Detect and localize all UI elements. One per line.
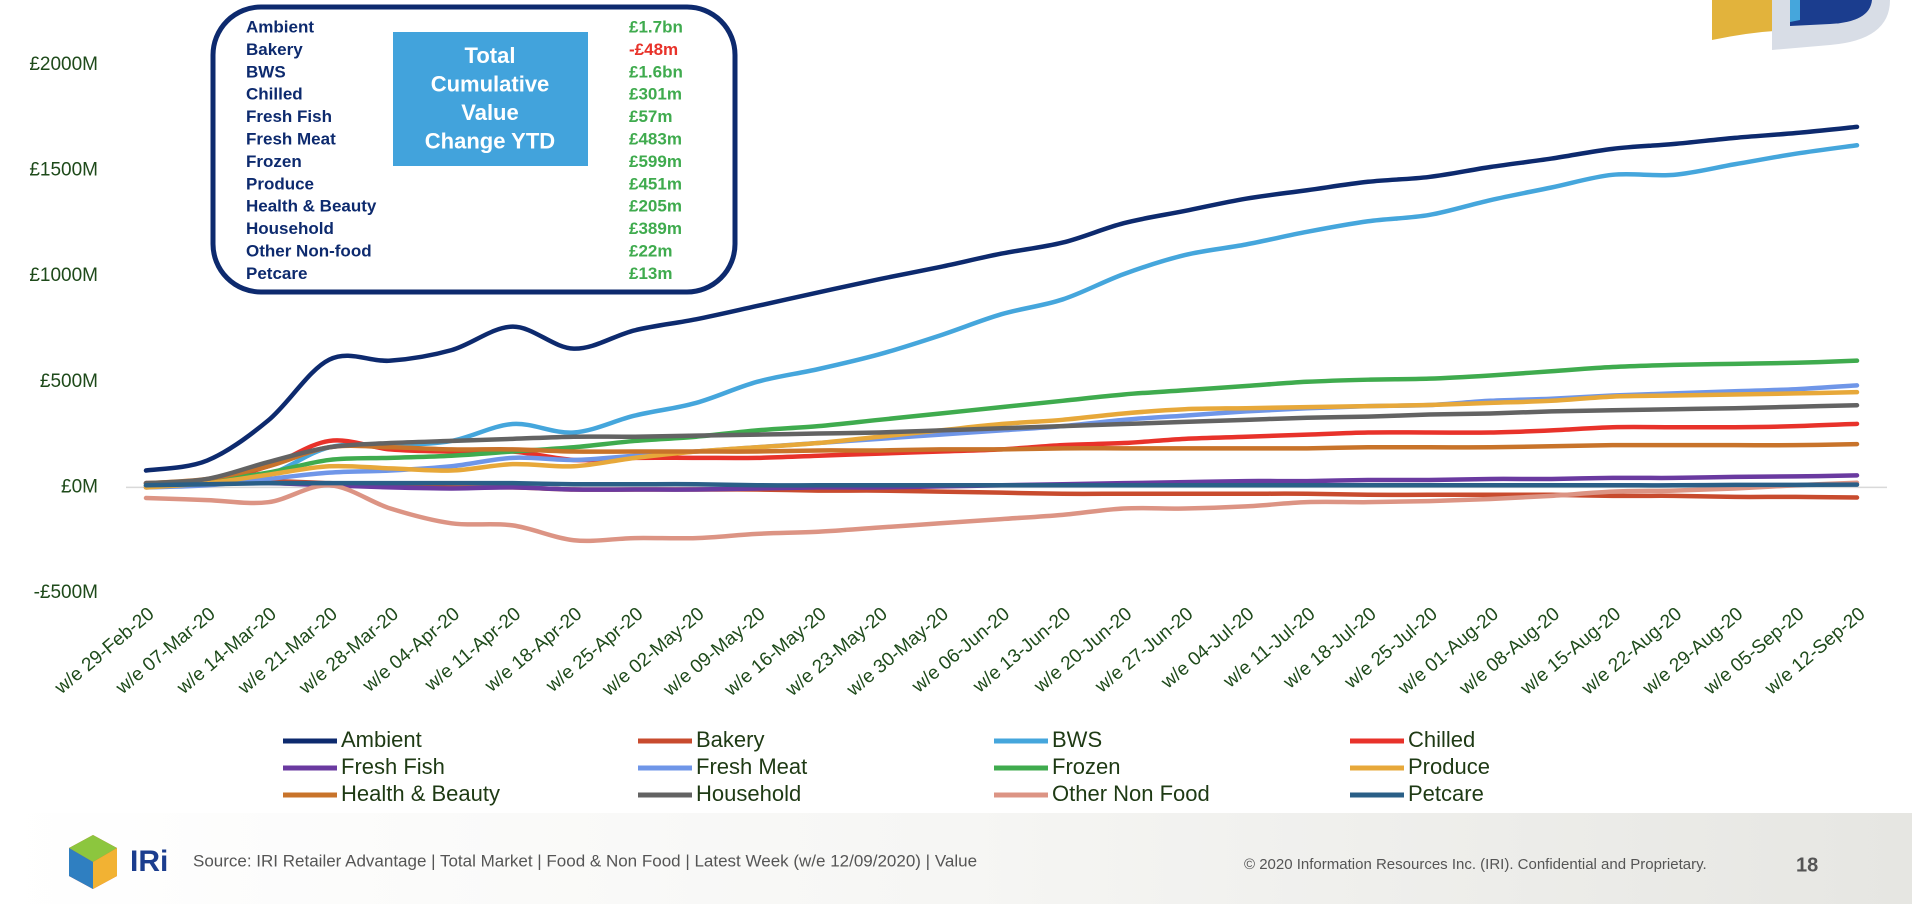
legend-label: Petcare: [1408, 781, 1484, 806]
legend-label: Fresh Fish: [341, 754, 445, 779]
summary-label: Fresh Fish: [246, 107, 332, 126]
summary-value: £1.7bn: [629, 17, 683, 36]
summary-title: Total: [465, 43, 516, 68]
corner-decoration: [1712, 0, 1890, 50]
page-number: 18: [1796, 854, 1818, 876]
legend-label: Household: [696, 781, 801, 806]
legend-label: Fresh Meat: [696, 754, 807, 779]
summary-value: -£48m: [629, 40, 678, 59]
summary-title: Change YTD: [425, 128, 555, 153]
legend-label: Chilled: [1408, 727, 1475, 752]
x-tick-label: w/e 23-May-20: [781, 604, 892, 702]
series-line: [143, 124, 1860, 473]
legend-label: Frozen: [1052, 754, 1120, 779]
series-line: [143, 402, 1860, 486]
legend-label: Bakery: [696, 727, 764, 752]
summary-value: £301m: [629, 85, 682, 104]
summary-title: Value: [461, 100, 518, 125]
summary-label: Other Non-food: [246, 241, 372, 260]
x-tick-label: w/e 30-May-20: [842, 604, 953, 702]
summary-label: Household: [246, 219, 334, 238]
series-line: [143, 480, 1860, 544]
copyright: © 2020 Information Resources Inc. (IRI).…: [1244, 856, 1707, 873]
summary-value: £57m: [629, 107, 672, 126]
summary-value: £22m: [629, 241, 672, 260]
series-line: [143, 389, 1860, 490]
summary-value: £451m: [629, 174, 682, 193]
x-tick-label: w/e 29-Feb-20: [50, 604, 158, 699]
series-line: [143, 480, 1860, 488]
summary-value: £13m: [629, 264, 672, 283]
y-tick-label: £2000M: [29, 54, 98, 75]
y-tick-label: £500M: [40, 371, 98, 392]
summary-value: £205m: [629, 197, 682, 216]
legend-label: BWS: [1052, 727, 1102, 752]
logo-text: IRi: [130, 845, 168, 878]
summary-title: Cumulative: [431, 71, 550, 96]
legend-label: Health & Beauty: [341, 781, 500, 806]
x-tick-label: w/e 02-May-20: [598, 604, 709, 702]
x-tick-label: w/e 16-May-20: [720, 604, 831, 702]
summary-label: BWS: [246, 62, 286, 81]
summary-label: Ambient: [246, 17, 314, 36]
summary-label: Chilled: [246, 85, 303, 104]
summary-value: £483m: [629, 129, 682, 148]
series-line: [143, 358, 1860, 488]
source-note: Source: IRI Retailer Advantage | Total M…: [193, 851, 977, 870]
y-tick-label: -£500M: [34, 582, 98, 603]
summary-label: Frozen: [246, 152, 302, 171]
x-tick-label: w/e 09-May-20: [659, 604, 770, 702]
footer-band: [0, 813, 1912, 904]
y-tick-label: £1500M: [29, 160, 98, 181]
series-line: [143, 441, 1860, 486]
series-line: [143, 383, 1860, 490]
summary-value: £599m: [629, 152, 682, 171]
summary-label: Produce: [246, 174, 314, 193]
summary-label: Health & Beauty: [246, 197, 377, 216]
legend-label: Other Non Food: [1052, 781, 1210, 806]
legend-label: Produce: [1408, 754, 1490, 779]
summary-label: Petcare: [246, 264, 307, 283]
summary-label: Bakery: [246, 40, 303, 59]
summary-box: [210, 4, 738, 295]
y-tick-label: £1000M: [29, 265, 98, 286]
summary-label: Fresh Meat: [246, 129, 336, 148]
legend-label: Ambient: [341, 727, 422, 752]
summary-value: £389m: [629, 219, 682, 238]
summary-title-box: [393, 32, 588, 166]
summary-value: £1.6bn: [629, 62, 683, 81]
logo: [69, 835, 117, 889]
y-tick-label: £0M: [61, 476, 98, 497]
